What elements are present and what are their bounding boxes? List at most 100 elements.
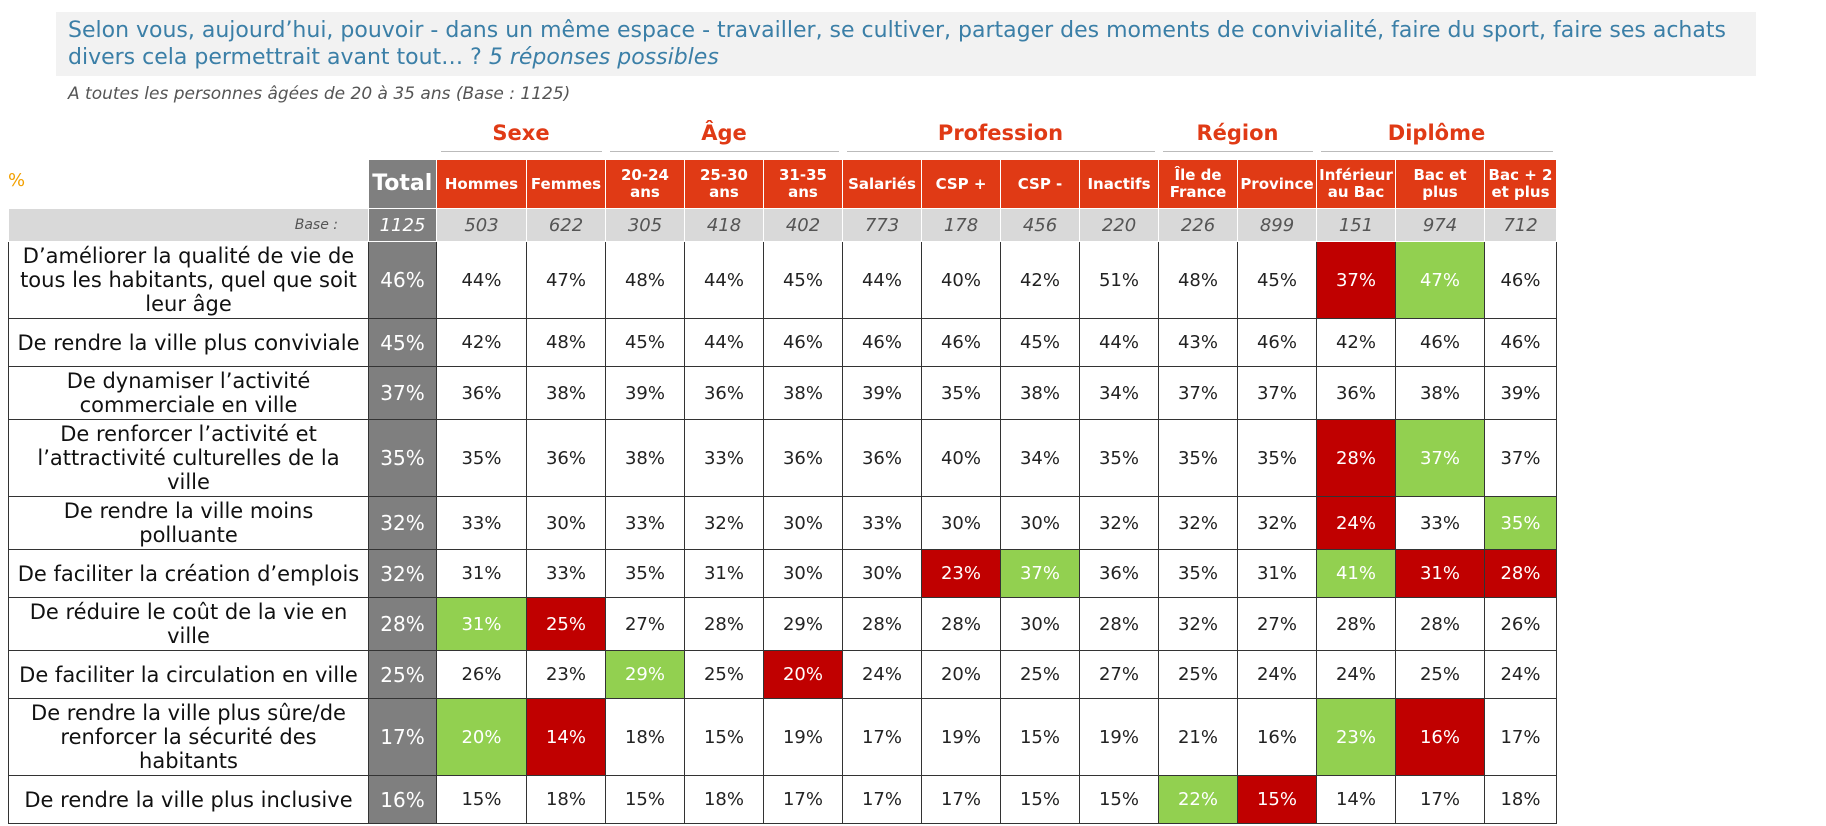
cell-value: 36% bbox=[526, 419, 606, 497]
cell-high: 47% bbox=[1395, 241, 1485, 319]
cell-value: 28% bbox=[1395, 597, 1485, 651]
cell-value: 24% bbox=[842, 650, 922, 699]
row-total: 32% bbox=[368, 549, 437, 598]
cell-value: 46% bbox=[921, 318, 1001, 367]
label-column-header bbox=[9, 160, 369, 209]
cell-value: 27% bbox=[1079, 650, 1159, 699]
cell-high: 23% bbox=[1316, 698, 1396, 776]
row-label: De réduire le coût de la vie en ville bbox=[8, 597, 369, 651]
cell-value: 28% bbox=[1079, 597, 1159, 651]
cell-value: 36% bbox=[684, 366, 764, 420]
base-value: 220 bbox=[1079, 208, 1159, 242]
group-header: Âge bbox=[606, 113, 843, 160]
cell-value: 37% bbox=[1237, 366, 1317, 420]
cell-high: 29% bbox=[605, 650, 685, 699]
column-header: Province bbox=[1237, 159, 1317, 209]
base-value: 899 bbox=[1237, 208, 1317, 242]
cell-value: 35% bbox=[1079, 419, 1159, 497]
cell-value: 44% bbox=[842, 241, 922, 319]
cell-value: 38% bbox=[1395, 366, 1485, 420]
row-label: De rendre la ville plus inclusive bbox=[8, 775, 369, 824]
cell-high: 35% bbox=[1484, 496, 1557, 550]
column-header: Bac et plus bbox=[1395, 159, 1485, 209]
cell-value: 47% bbox=[526, 241, 606, 319]
cell-value: 42% bbox=[1316, 318, 1396, 367]
cell-value: 46% bbox=[763, 318, 843, 367]
cell-value: 42% bbox=[436, 318, 527, 367]
table-row: De faciliter la circulation en ville 25% 2… bbox=[8, 650, 1557, 699]
base-value: 773 bbox=[842, 208, 922, 242]
cell-low: 37% bbox=[1316, 241, 1396, 319]
cell-low: 14% bbox=[526, 698, 606, 776]
table-row: De réduire le coût de la vie en ville 28%… bbox=[8, 597, 1557, 651]
cell-value: 30% bbox=[526, 496, 606, 550]
cell-value: 36% bbox=[842, 419, 922, 497]
cell-value: 24% bbox=[1484, 650, 1557, 699]
row-label: De rendre la ville moins polluante bbox=[8, 496, 369, 550]
cell-value: 15% bbox=[605, 775, 685, 824]
table-row: De faciliter la création d’emplois 32% 31%… bbox=[8, 549, 1557, 598]
cell-value: 30% bbox=[763, 549, 843, 598]
row-label: De rendre la ville plus sûre/de renforce… bbox=[8, 698, 369, 776]
cell-value: 31% bbox=[1237, 549, 1317, 598]
cell-high: 20% bbox=[436, 698, 527, 776]
cell-value: 43% bbox=[1158, 318, 1238, 367]
cell-value: 24% bbox=[1237, 650, 1317, 699]
cell-value: 31% bbox=[436, 549, 527, 598]
base-value: 418 bbox=[684, 208, 764, 242]
group-header-label: Sexe bbox=[440, 121, 602, 152]
cell-value: 30% bbox=[1000, 597, 1080, 651]
cell-value: 15% bbox=[1000, 775, 1080, 824]
cell-value: 17% bbox=[842, 698, 922, 776]
cell-value: 18% bbox=[1484, 775, 1557, 824]
table-row: De dynamiser l’activité commerciale en v… bbox=[8, 366, 1557, 420]
cell-value: 15% bbox=[1079, 775, 1159, 824]
cell-value: 46% bbox=[1395, 318, 1485, 367]
base-label: Base : bbox=[8, 208, 369, 242]
cell-value: 17% bbox=[1395, 775, 1485, 824]
cell-value: 37% bbox=[1158, 366, 1238, 420]
cell-value: 46% bbox=[1237, 318, 1317, 367]
column-header: Île de France bbox=[1158, 159, 1238, 209]
group-header-label: Région bbox=[1162, 121, 1313, 152]
cell-value: 44% bbox=[684, 241, 764, 319]
cell-value: 25% bbox=[1000, 650, 1080, 699]
group-header: Région bbox=[1159, 113, 1317, 160]
cell-value: 25% bbox=[684, 650, 764, 699]
row-label: De faciliter la création d’emplois bbox=[8, 549, 369, 598]
cell-value: 19% bbox=[1079, 698, 1159, 776]
percent-sign: % bbox=[8, 170, 26, 191]
group-header-label: Diplôme bbox=[1320, 121, 1553, 152]
table-row: De rendre la ville plus conviviale 45% 42%… bbox=[8, 318, 1557, 367]
cell-value: 14% bbox=[1316, 775, 1396, 824]
cell-value: 35% bbox=[1158, 549, 1238, 598]
cell-value: 35% bbox=[1158, 419, 1238, 497]
cell-value: 32% bbox=[1158, 496, 1238, 550]
cell-value: 45% bbox=[1237, 241, 1317, 319]
column-header: Inférieur au Bac bbox=[1316, 159, 1396, 209]
cell-value: 34% bbox=[1000, 419, 1080, 497]
cell-value: 35% bbox=[605, 549, 685, 598]
row-total: 28% bbox=[368, 597, 437, 651]
cell-low: 23% bbox=[921, 549, 1001, 598]
cell-value: 34% bbox=[1079, 366, 1159, 420]
base-total: 1125 bbox=[368, 208, 437, 242]
cell-value: 48% bbox=[526, 318, 606, 367]
column-header: 25-30 ans bbox=[684, 159, 764, 209]
empty-corner bbox=[9, 113, 369, 160]
cell-high: 41% bbox=[1316, 549, 1396, 598]
cell-value: 15% bbox=[436, 775, 527, 824]
cell-value: 35% bbox=[921, 366, 1001, 420]
cell-value: 38% bbox=[526, 366, 606, 420]
cell-value: 38% bbox=[605, 419, 685, 497]
cell-value: 29% bbox=[763, 597, 843, 651]
column-header: Bac + 2 et plus bbox=[1484, 159, 1557, 209]
base-value: 456 bbox=[1000, 208, 1080, 242]
row-total: 46% bbox=[368, 241, 437, 319]
column-header: CSP - bbox=[1000, 159, 1080, 209]
cell-value: 30% bbox=[763, 496, 843, 550]
cell-value: 32% bbox=[1079, 496, 1159, 550]
group-header: Sexe bbox=[437, 113, 606, 160]
cell-low: 31% bbox=[1395, 549, 1485, 598]
cell-value: 30% bbox=[842, 549, 922, 598]
